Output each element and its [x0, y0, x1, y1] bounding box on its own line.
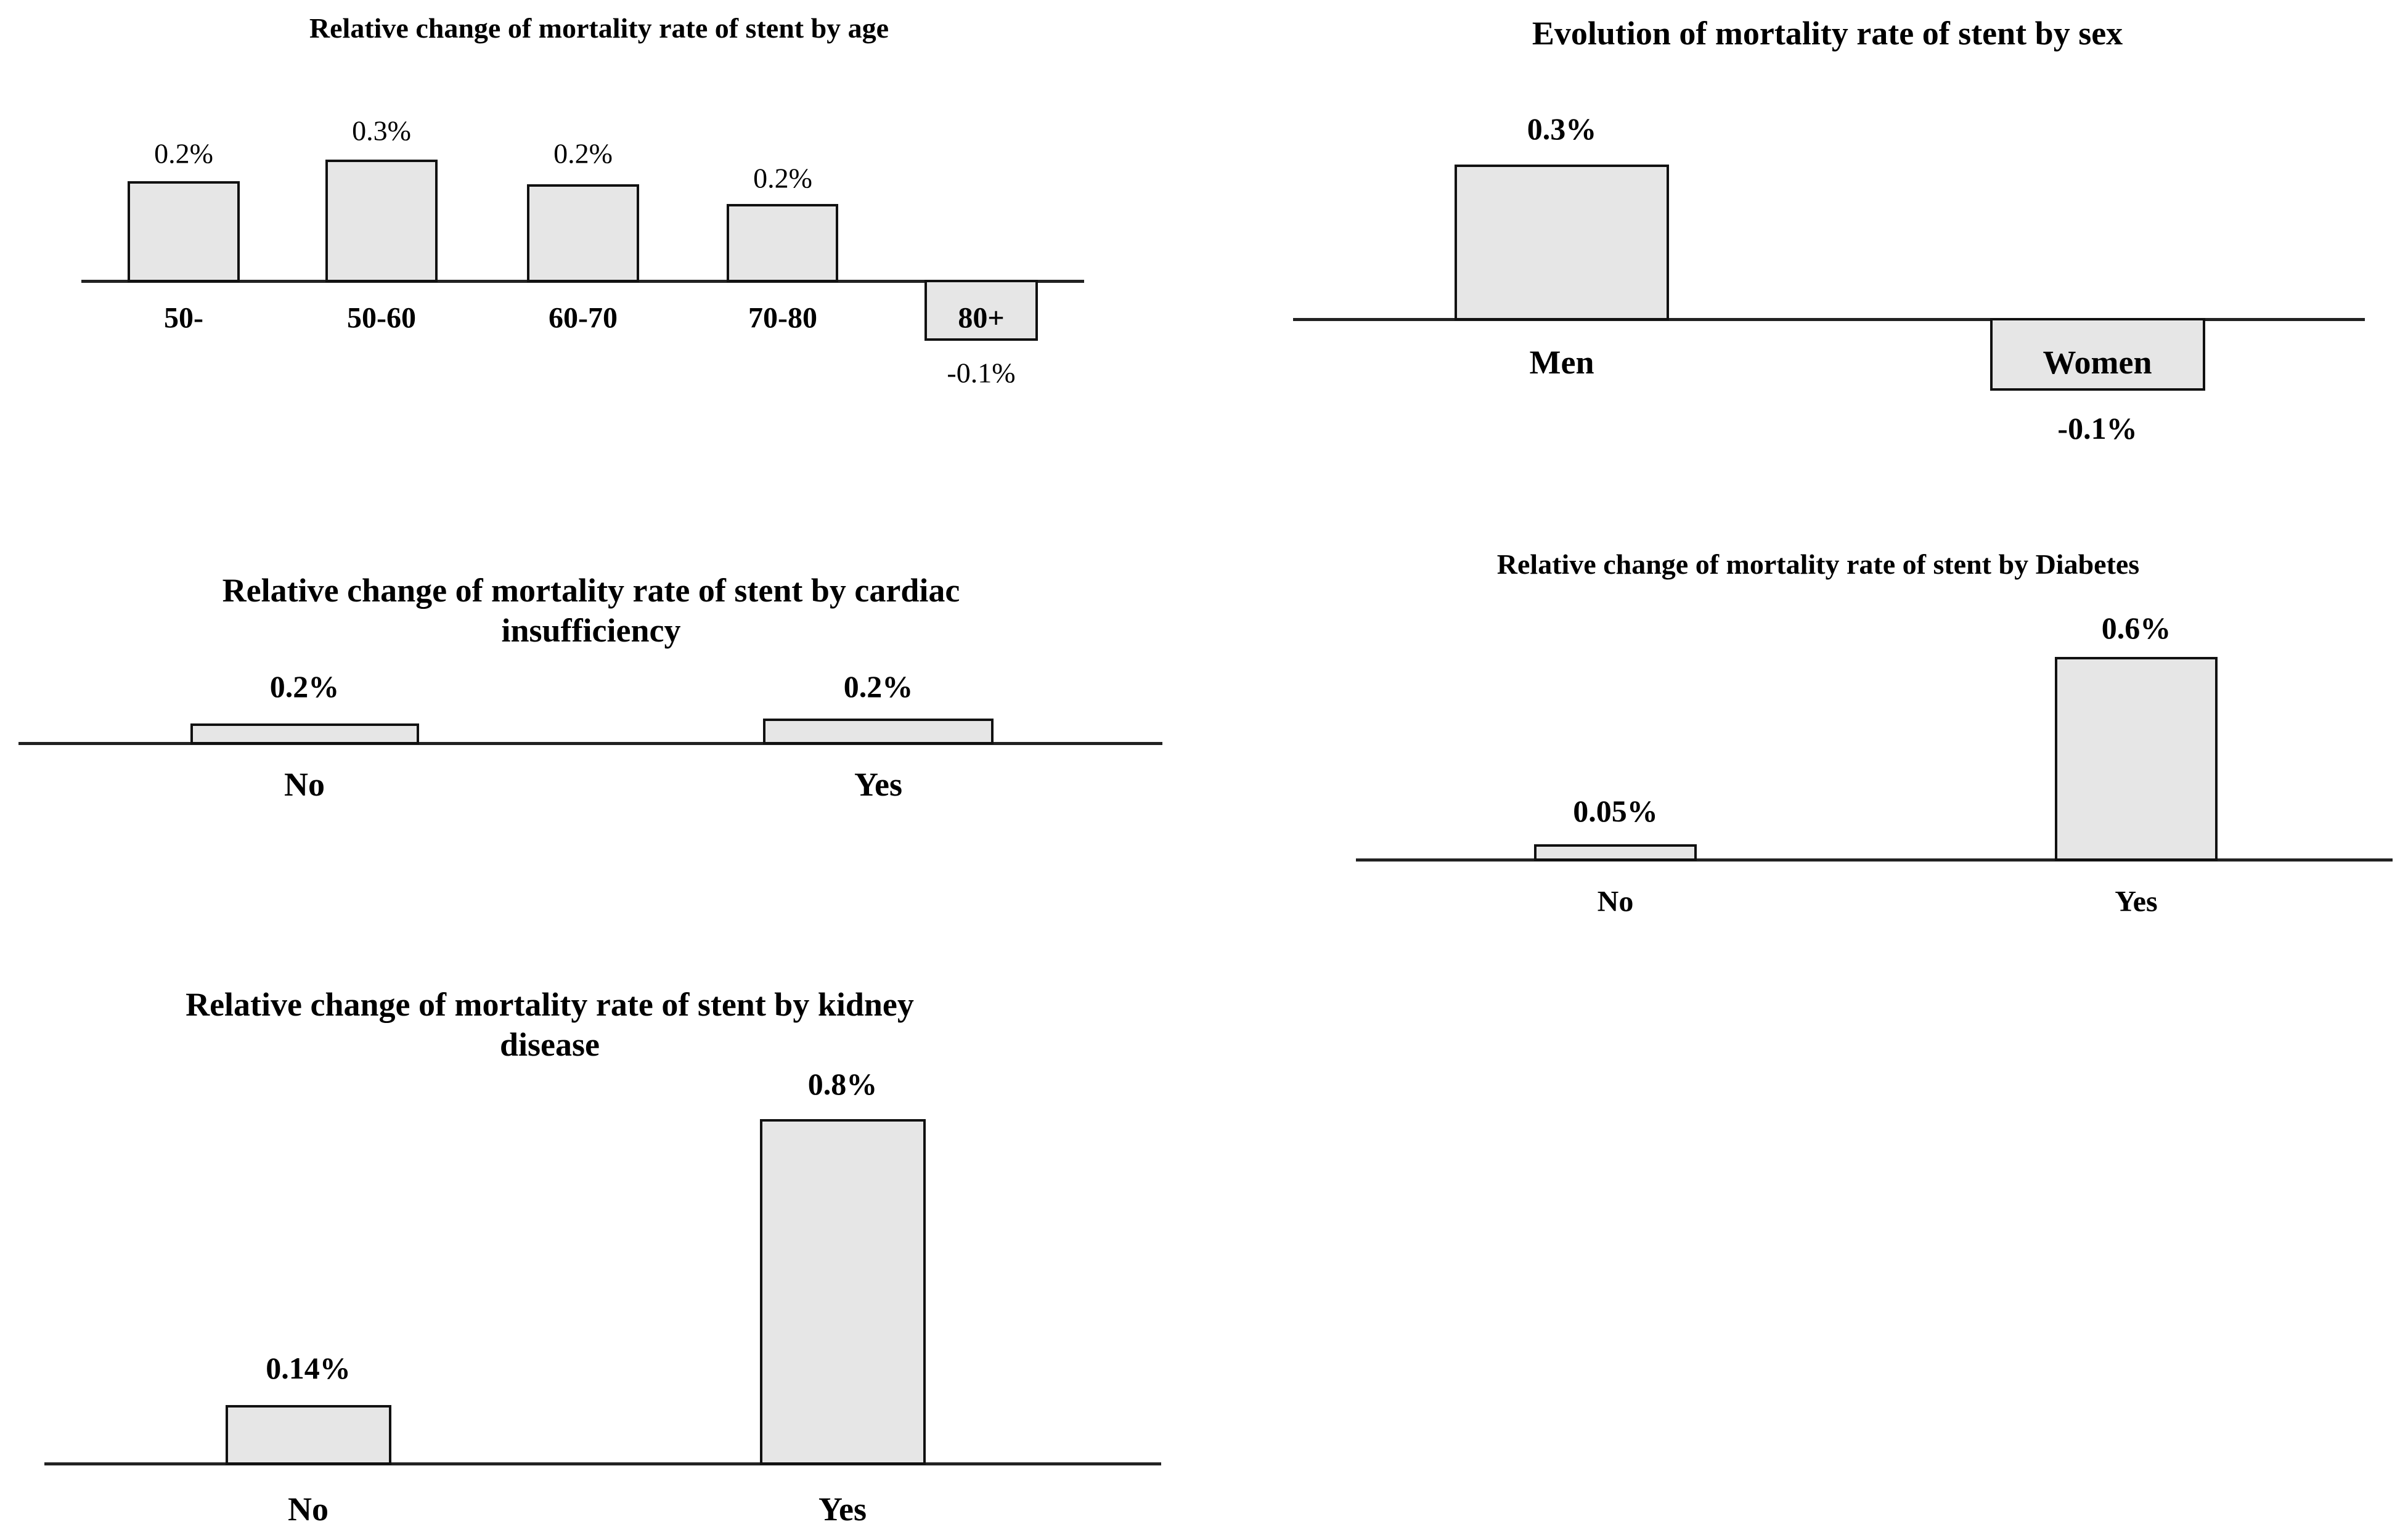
chart-cardiac-axis — [18, 742, 1162, 745]
title-line: disease — [500, 1025, 600, 1063]
title-line: Relative change of mortality rate of ste… — [186, 986, 914, 1023]
bar-sex-women — [1990, 318, 2205, 391]
title-line: Relative change of mortality rate of ste… — [222, 572, 960, 609]
bar-diabetes-yes — [2055, 657, 2218, 861]
value-label: 0.2% — [843, 669, 913, 704]
value-label: 0.2% — [269, 669, 340, 704]
category-label: Yes — [2115, 885, 2158, 918]
value-label: 0.05% — [1573, 794, 1658, 828]
category-label: No — [288, 1491, 329, 1528]
bar-age-60-70 — [527, 184, 639, 282]
category-label: 80+ — [958, 301, 1005, 335]
bar-age-50-minus — [128, 181, 240, 282]
category-label: 50- — [164, 301, 203, 335]
bar-age-50-60 — [325, 160, 438, 282]
value-label: 0.3% — [1527, 112, 1597, 146]
bar-sex-men — [1455, 165, 1669, 320]
category-label: Yes — [818, 1491, 867, 1528]
bar-kidney-no — [226, 1405, 391, 1465]
chart-sex-title: Evolution of mortality rate of stent by … — [1532, 15, 2123, 52]
value-label: -0.1% — [2057, 411, 2137, 446]
title-line: insufficiency — [501, 611, 681, 649]
chart-kidney-axis — [44, 1462, 1161, 1465]
bar-cardiac-no — [190, 723, 419, 744]
bar-diabetes-no — [1534, 844, 1697, 861]
value-label: 0.3% — [352, 115, 411, 147]
category-label: 60-70 — [549, 301, 618, 335]
bar-cardiac-yes — [763, 719, 994, 744]
value-label: 0.2% — [753, 162, 812, 194]
chart-sex-axis — [1293, 318, 2365, 321]
value-label: 0.14% — [266, 1351, 351, 1385]
category-label: 50-60 — [347, 301, 416, 335]
chart-cardiac-title: Relative change of mortality rate of ste… — [222, 571, 960, 651]
chart-kidney-title: Relative change of mortality rate of ste… — [186, 985, 914, 1065]
value-label: 0.6% — [2101, 611, 2171, 645]
value-label: 0.2% — [154, 137, 213, 169]
category-label: Yes — [854, 766, 902, 803]
category-label: No — [284, 766, 325, 803]
bar-age-70-80 — [727, 204, 838, 282]
bar-kidney-yes — [760, 1119, 926, 1465]
chart-age-title: Relative change of mortality rate of ste… — [309, 12, 889, 44]
chart-diabetes-title: Relative change of mortality rate of ste… — [1496, 548, 2140, 580]
bar-age-80-plus — [924, 280, 1038, 341]
category-label: 70-80 — [748, 301, 817, 335]
category-label: Women — [2043, 344, 2152, 381]
value-label: -0.1% — [947, 357, 1016, 389]
category-label: No — [1597, 885, 1634, 918]
chart-diabetes-axis — [1356, 858, 2393, 862]
value-label: 0.2% — [553, 137, 613, 169]
category-label: Men — [1529, 344, 1594, 381]
value-label: 0.8% — [807, 1067, 878, 1101]
